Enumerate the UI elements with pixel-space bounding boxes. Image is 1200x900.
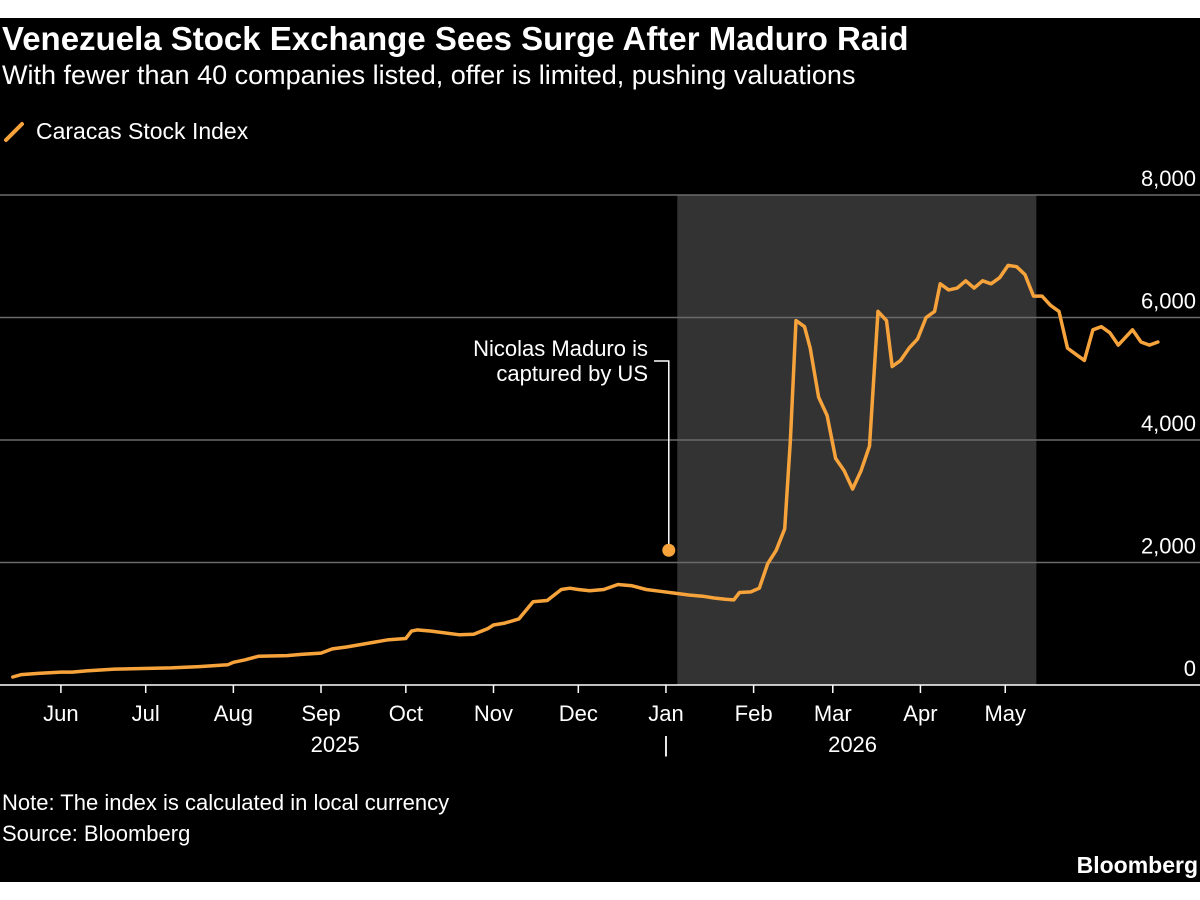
year-label: 2025 bbox=[311, 732, 360, 757]
year-label: 2026 bbox=[828, 732, 877, 757]
y-tick-label: 2,000 bbox=[1141, 534, 1196, 559]
x-tick-label: Aug bbox=[214, 701, 253, 726]
y-tick-label: 4,000 bbox=[1141, 411, 1196, 436]
x-tick-label: Feb bbox=[735, 701, 773, 726]
year-divider: | bbox=[663, 732, 669, 757]
annotation-marker bbox=[662, 543, 676, 557]
x-tick-label: Jun bbox=[43, 701, 78, 726]
x-tick-label: May bbox=[984, 701, 1026, 726]
y-tick-label: 0 bbox=[1184, 656, 1196, 681]
x-tick-label: Sep bbox=[301, 701, 340, 726]
chart-svg: 0 2,000 4,000 6,000 8,000 Jun Jul Aug Sep Oct Nov D… bbox=[0, 166, 1200, 757]
annotation-label: Nicolas Maduro is bbox=[473, 336, 648, 361]
legend-label: Caracas Stock Index bbox=[36, 118, 249, 144]
legend-line-icon bbox=[4, 121, 24, 142]
x-tick-label: Mar bbox=[814, 701, 852, 726]
x-tick-label: Jul bbox=[132, 701, 160, 726]
y-tick-label: 8,000 bbox=[1141, 166, 1196, 191]
chart-note: Note: The index is calculated in local c… bbox=[2, 790, 450, 815]
annotation-label: captured by US bbox=[496, 361, 648, 386]
chart-subtitle: With fewer than 40 companies listed, off… bbox=[2, 60, 856, 90]
legend: Caracas Stock Index bbox=[2, 118, 248, 145]
x-tick-label: Nov bbox=[474, 701, 513, 726]
x-tick-label: Dec bbox=[559, 701, 598, 726]
chart-source: Source: Bloomberg bbox=[2, 821, 191, 846]
series-line bbox=[11, 263, 1160, 679]
x-tick-label: Jan bbox=[648, 701, 683, 726]
chart-title: Venezuela Stock Exchange Sees Surge Afte… bbox=[2, 20, 909, 57]
x-tick-label: Apr bbox=[903, 701, 937, 726]
y-tick-label: 6,000 bbox=[1141, 289, 1196, 314]
annotation-leader bbox=[654, 360, 670, 551]
bloomberg-logo: Bloomberg bbox=[1076, 852, 1198, 878]
x-tick-label: Oct bbox=[389, 701, 423, 726]
chart-frame: 0 2,000 4,000 6,000 8,000 Jun Jul Aug Sep Oct Nov D… bbox=[0, 18, 1200, 882]
